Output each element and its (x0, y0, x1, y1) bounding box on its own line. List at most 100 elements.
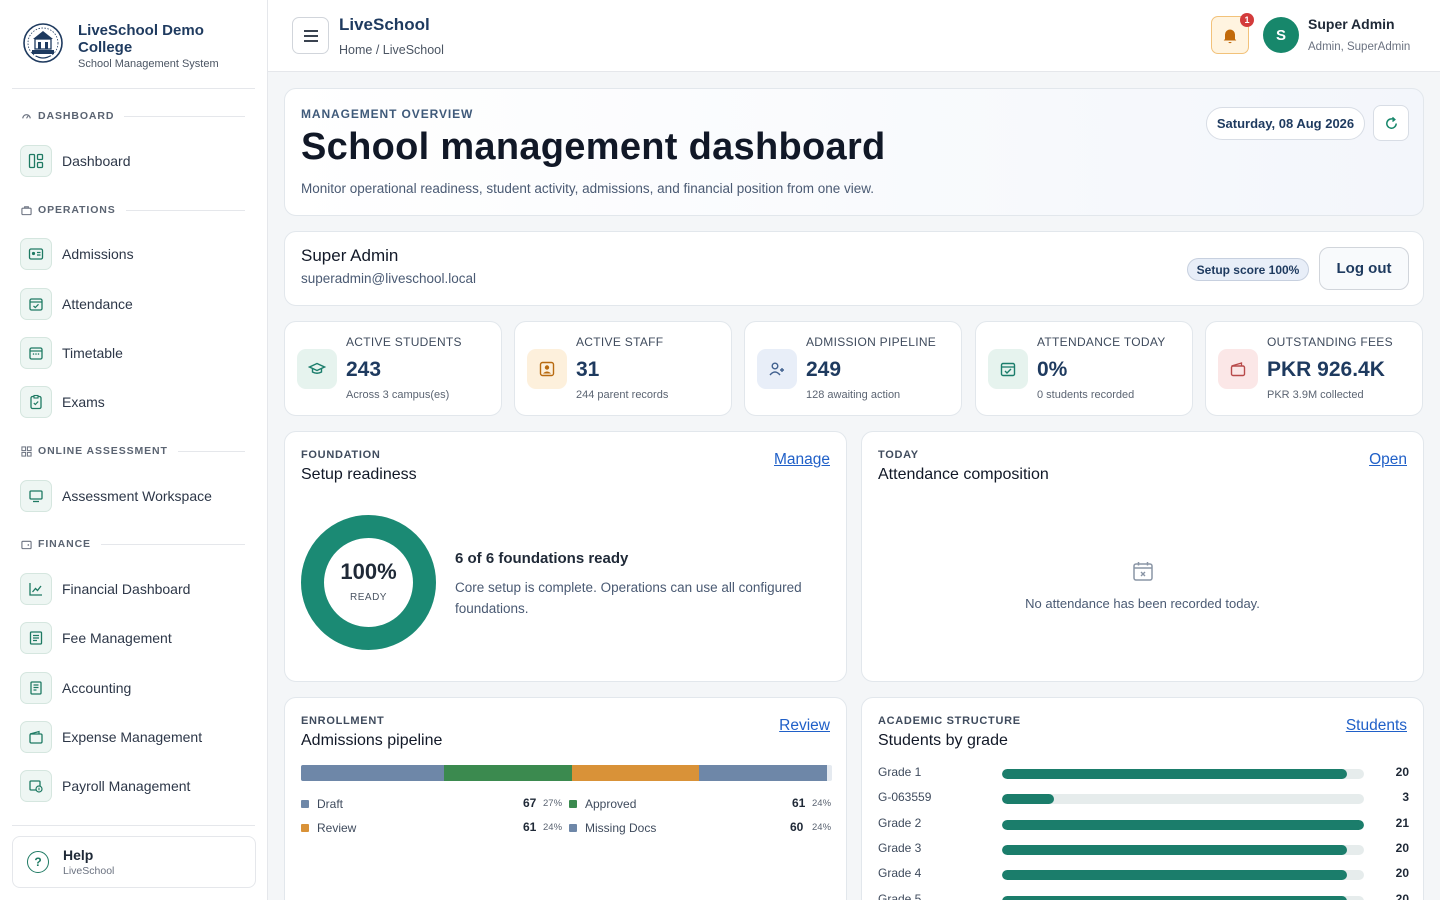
sidebar-item-assessment-workspace[interactable]: Assessment Workspace (20, 479, 245, 513)
stat-card-attendance-today[interactable]: ATTENDANCE TODAY 0% 0 students recorded (975, 321, 1193, 416)
pipeline-stacked-bar (301, 765, 832, 781)
sidebar-item-fee-management[interactable]: Fee Management (20, 621, 245, 655)
grade-bar-track (1002, 870, 1364, 881)
breadcrumb[interactable]: Home / LiveSchool (339, 43, 444, 57)
section-dashboard: DASHBOARD (20, 109, 245, 123)
panel-title: Admissions pipeline (301, 732, 443, 749)
section-operations: OPERATIONS (20, 203, 245, 217)
calendar-check-icon (20, 288, 52, 320)
sidebar-item-payroll-management[interactable]: Payroll Management (20, 769, 245, 803)
students-by-grade-panel: ACADEMIC STRUCTURE Students by grade Stu… (861, 697, 1424, 900)
legend-label: Missing Docs (585, 821, 657, 835)
gauge-icon (20, 110, 32, 122)
user-name[interactable]: Super Admin (1308, 16, 1395, 32)
legend-count: 67 (523, 796, 537, 810)
grade-count: 21 (1395, 815, 1409, 830)
sidebar-item-label: Dashboard (62, 153, 131, 169)
receipt-icon (20, 622, 52, 654)
grade-bar-track (1002, 769, 1364, 779)
sidebar-item-accounting[interactable]: Accounting (20, 671, 245, 705)
divider (124, 115, 245, 117)
divider (12, 88, 255, 89)
grade-count: 20 (1395, 840, 1409, 855)
user-plus-icon (757, 349, 797, 389)
stat-subtext: 128 awaiting action (806, 389, 901, 401)
help-button[interactable]: ? Help LiveSchool (12, 836, 256, 888)
monitor-icon (20, 480, 52, 512)
stat-subtext: 0 students recorded (1037, 389, 1135, 401)
logout-button[interactable]: Log out (1319, 247, 1409, 290)
students-link[interactable]: Students (1345, 717, 1407, 734)
stat-label: ADMISSION PIPELINE (806, 335, 937, 349)
grade-bar-track (1002, 794, 1364, 805)
grade-bar (1002, 769, 1347, 779)
help-icon: ? (27, 851, 49, 873)
refresh-button[interactable] (1373, 105, 1409, 141)
sidebar-item-attendance[interactable]: Attendance (20, 287, 245, 321)
divider (177, 450, 245, 452)
grade-label: Grade 3 (878, 840, 922, 855)
profile-email: superadmin@liveschool.local (301, 271, 477, 286)
hero-title: School management dashboard (301, 126, 886, 168)
grade-count: 20 (1395, 765, 1409, 779)
panel-title: Students by grade (878, 732, 1008, 749)
legend-percent: 27% (543, 798, 563, 809)
divider (125, 209, 245, 211)
stat-card-admission-pipeline[interactable]: ADMISSION PIPELINE 249 128 awaiting acti… (744, 321, 962, 416)
grade-row: Grade 1 20 (878, 765, 1409, 781)
grade-row: Grade 5 20 (878, 892, 1409, 900)
stat-value: 31 (576, 358, 600, 381)
grade-label: G-063559 (878, 790, 932, 805)
pipeline-segment (444, 765, 572, 781)
sidebar-item-exams[interactable]: Exams (20, 385, 245, 419)
section-label: DASHBOARD (38, 110, 115, 122)
sidebar-item-expense-management[interactable]: Expense Management (20, 720, 245, 754)
legend-percent: 24% (812, 822, 832, 833)
attendance-empty-message: No attendance has been recorded today. (1025, 596, 1260, 611)
brand-name-line1: LiveSchool Demo (78, 22, 204, 39)
setup-description: Core setup is complete. Operations can u… (455, 580, 802, 616)
sidebar-item-dashboard[interactable]: Dashboard (20, 144, 245, 178)
legend-percent: 24% (812, 798, 832, 809)
sidebar: LiveSchool Demo College School Managemen… (0, 0, 268, 900)
avatar[interactable]: S (1263, 17, 1299, 53)
stat-card-active-staff[interactable]: ACTIVE STAFF 31 244 parent records (514, 321, 732, 416)
panel-title: Attendance composition (878, 466, 1049, 483)
brand-name-line2: College (78, 39, 133, 56)
legend-count: 60 (790, 820, 804, 834)
sidebar-item-financial-dashboard[interactable]: Financial Dashboard (20, 572, 245, 606)
stat-value: 243 (346, 358, 382, 381)
grade-count: 3 (1402, 790, 1409, 805)
legend-label: Review (317, 821, 357, 835)
setup-score-badge: Setup score 100% (1187, 258, 1309, 281)
hamburger-icon (303, 29, 318, 42)
manage-link[interactable]: Manage (773, 451, 830, 468)
section-finance: FINANCE (20, 537, 245, 551)
id-card-icon (20, 238, 52, 270)
open-link[interactable]: Open (1369, 451, 1407, 468)
stat-value: 249 (806, 358, 842, 381)
readiness-label: READY (350, 592, 387, 603)
section-label: FINANCE (38, 538, 91, 550)
stat-label: ATTENDANCE TODAY (1037, 335, 1166, 349)
sidebar-item-admissions[interactable]: Admissions (20, 237, 245, 271)
stat-card-active-students[interactable]: ACTIVE STUDENTS 243 Across 3 campus(es) (284, 321, 502, 416)
menu-toggle-button[interactable] (292, 17, 329, 54)
help-subtitle: LiveSchool (63, 865, 115, 877)
panel-kicker: ACADEMIC STRUCTURE (878, 715, 1021, 727)
review-link[interactable]: Review (779, 717, 830, 734)
stat-card-outstanding-fees[interactable]: OUTSTANDING FEES PKR 926.4K PKR 3.9M col… (1205, 321, 1423, 416)
clipboard-icon (20, 386, 52, 418)
sidebar-item-label: Payroll Management (62, 778, 191, 794)
legend-approved: Approved (569, 797, 636, 811)
user-role: Admin, SuperAdmin (1308, 41, 1411, 53)
legend-count: 61 (792, 796, 806, 810)
sidebar-item-label: Admissions (62, 246, 134, 262)
legend-swatch (569, 824, 577, 832)
legend-count: 61 (523, 820, 537, 834)
attendance-composition-panel: TODAY Attendance composition Open No att… (861, 431, 1424, 682)
stat-label: ACTIVE STUDENTS (346, 335, 462, 349)
sidebar-item-timetable[interactable]: Timetable (20, 336, 245, 370)
pipeline-segment (699, 765, 827, 781)
brand[interactable]: LiveSchool Demo College School Managemen… (22, 20, 255, 76)
